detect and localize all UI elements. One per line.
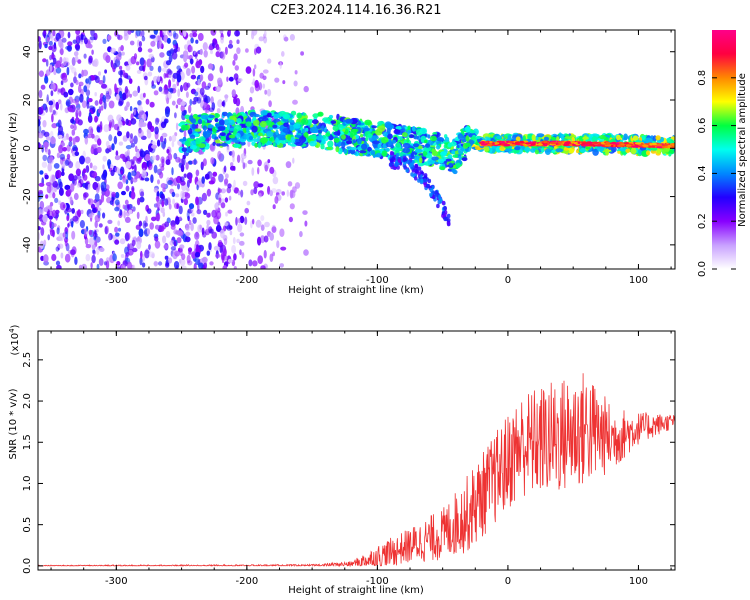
- x-tick-label: -100: [366, 275, 389, 286]
- y-tick-label: 0: [22, 145, 33, 151]
- x-tick-label: -300: [105, 275, 128, 286]
- y-tick-label: 1.0: [22, 476, 33, 492]
- spectrogram-heatmap: [38, 30, 675, 269]
- figure-title: C2E3.2024.114.16.36.R21: [270, 3, 441, 18]
- snr-y-scale-exponent: 4: [8, 328, 16, 333]
- x-tick-label: -200: [236, 275, 259, 286]
- x-tick-label: 100: [629, 576, 648, 587]
- colorbar-tick-label: 0.6: [697, 118, 708, 134]
- y-tick-label: 2.0: [22, 393, 33, 409]
- x-tick-label: -100: [366, 576, 389, 587]
- colorbar-tick-label: 0.2: [697, 213, 708, 229]
- colorbar-gradient: [712, 30, 736, 269]
- colorbar-label: Normalized spectral amplitude: [737, 73, 748, 227]
- snr-axes: -300 -200 -100 0 100 0.0 0.5 1.0 1.5 2.0 2.5: [22, 331, 675, 587]
- spectrogram-frame: [37, 29, 676, 270]
- x-tick-label: 0: [505, 275, 511, 286]
- snr-panel: -300 -200 -100 0 100 0.0 0.5 1.0 1.5 2.0 2.5 Heigh…: [8, 324, 676, 596]
- snr-y-axis-label: SNR (10 * v/v): [8, 388, 19, 459]
- colorbar-tick-label: 0.0: [697, 261, 708, 277]
- y-tick-label: 1.5: [22, 434, 33, 450]
- x-tick-label: -200: [236, 576, 259, 587]
- snr-series-line: [37, 373, 676, 568]
- svg-text:(x104): (x104): [8, 324, 21, 355]
- x-tick-label: -300: [105, 576, 128, 587]
- y-tick-label: 0.5: [22, 517, 33, 533]
- snr-frame: [37, 330, 676, 571]
- snr-y-scale-close: ): [10, 324, 21, 328]
- spectrogram-y-axis-label: Frequency (Hz): [8, 112, 19, 188]
- snr-y-scale-label: (x104): [8, 324, 21, 355]
- y-tick-label: 2.5: [22, 352, 33, 368]
- colorbar-ticks: 0.0 0.2 0.4 0.6 0.8: [697, 70, 736, 277]
- snr-x-axis-label: Height of straight line (km): [288, 585, 424, 596]
- spectrogram-x-axis-label: Height of straight line (km): [288, 285, 424, 296]
- y-tick-label: 20: [22, 94, 33, 107]
- y-tick-label: 0.0: [22, 558, 33, 574]
- colorbar-tick-label: 0.8: [697, 70, 708, 86]
- snr-y-scale-open: (x10: [10, 333, 21, 356]
- y-tick-label: -20: [22, 188, 33, 204]
- y-tick-label: -40: [22, 237, 33, 253]
- colorbar: 0.0 0.2 0.4 0.6 0.8 Normalized spectral ampl…: [697, 30, 748, 277]
- x-tick-label: 100: [629, 275, 648, 286]
- colorbar-tick-label: 0.4: [697, 165, 708, 181]
- y-tick-label: 40: [22, 45, 33, 58]
- x-tick-label: 0: [505, 576, 511, 587]
